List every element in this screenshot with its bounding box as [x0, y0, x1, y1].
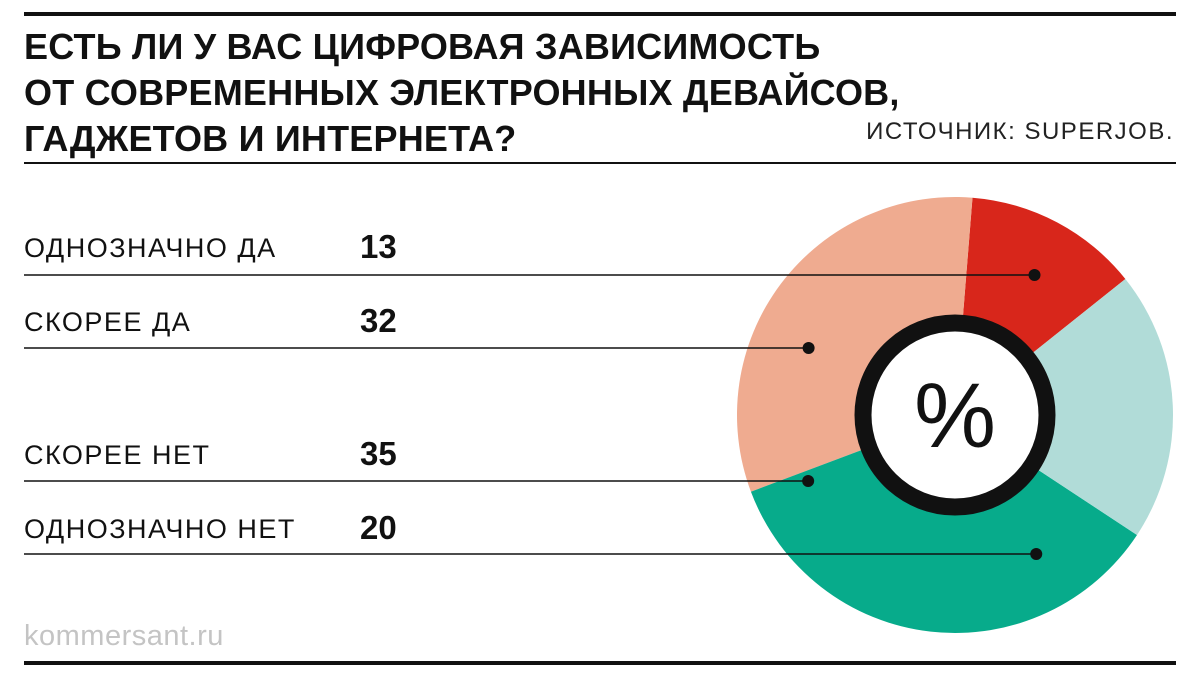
leader-lines: [24, 269, 1043, 560]
pie-slice-definitely-no: [955, 278, 1173, 536]
value-label-definitely-no: 20: [360, 509, 397, 546]
leader-dot-definitely-no: [1030, 548, 1043, 560]
center-percent-label: %: [914, 365, 996, 467]
category-label-definitely-yes: ОДНОЗНАЧНО ДА: [24, 233, 277, 263]
category-label-definitely-no: ОДНОЗНАЧНО НЕТ: [24, 514, 296, 544]
value-label-rather-yes: 32: [360, 302, 397, 339]
pie-slice-rather-no: [750, 415, 1137, 633]
header-rule: [24, 162, 1176, 164]
source-label: ИСТОЧНИК: SUPERJOB.: [866, 118, 1174, 145]
category-label-rather-no: СКОРЕЕ НЕТ: [24, 440, 211, 470]
brand-watermark: kommersant.ru: [24, 620, 224, 652]
value-label-rather-no: 35: [360, 435, 397, 472]
chart-title: ЕСТЬ ЛИ У ВАС ЦИФРОВАЯ ЗАВИСИМОСТЬ ОТ СО…: [24, 24, 924, 162]
donut-center-ring: [854, 314, 1056, 516]
leader-dot-definitely-yes: [1028, 269, 1041, 281]
category-label-rather-yes: СКОРЕЕ ДА: [24, 307, 192, 337]
title-line-2: ОТ СОВРЕМЕННЫХ ЭЛЕКТРОННЫХ ДЕВАЙСОВ,: [24, 72, 900, 113]
leader-dot-rather-yes: [802, 342, 815, 354]
bottom-rule: [24, 661, 1176, 665]
top-rule: [24, 12, 1176, 16]
title-line-1: ЕСТЬ ЛИ У ВАС ЦИФРОВАЯ ЗАВИСИМОСТЬ: [24, 26, 821, 67]
title-line-3: ГАДЖЕТОВ И ИНТЕРНЕТА?: [24, 118, 517, 159]
value-label-definitely-yes: 13: [360, 228, 397, 265]
leader-dot-rather-no: [802, 475, 815, 487]
